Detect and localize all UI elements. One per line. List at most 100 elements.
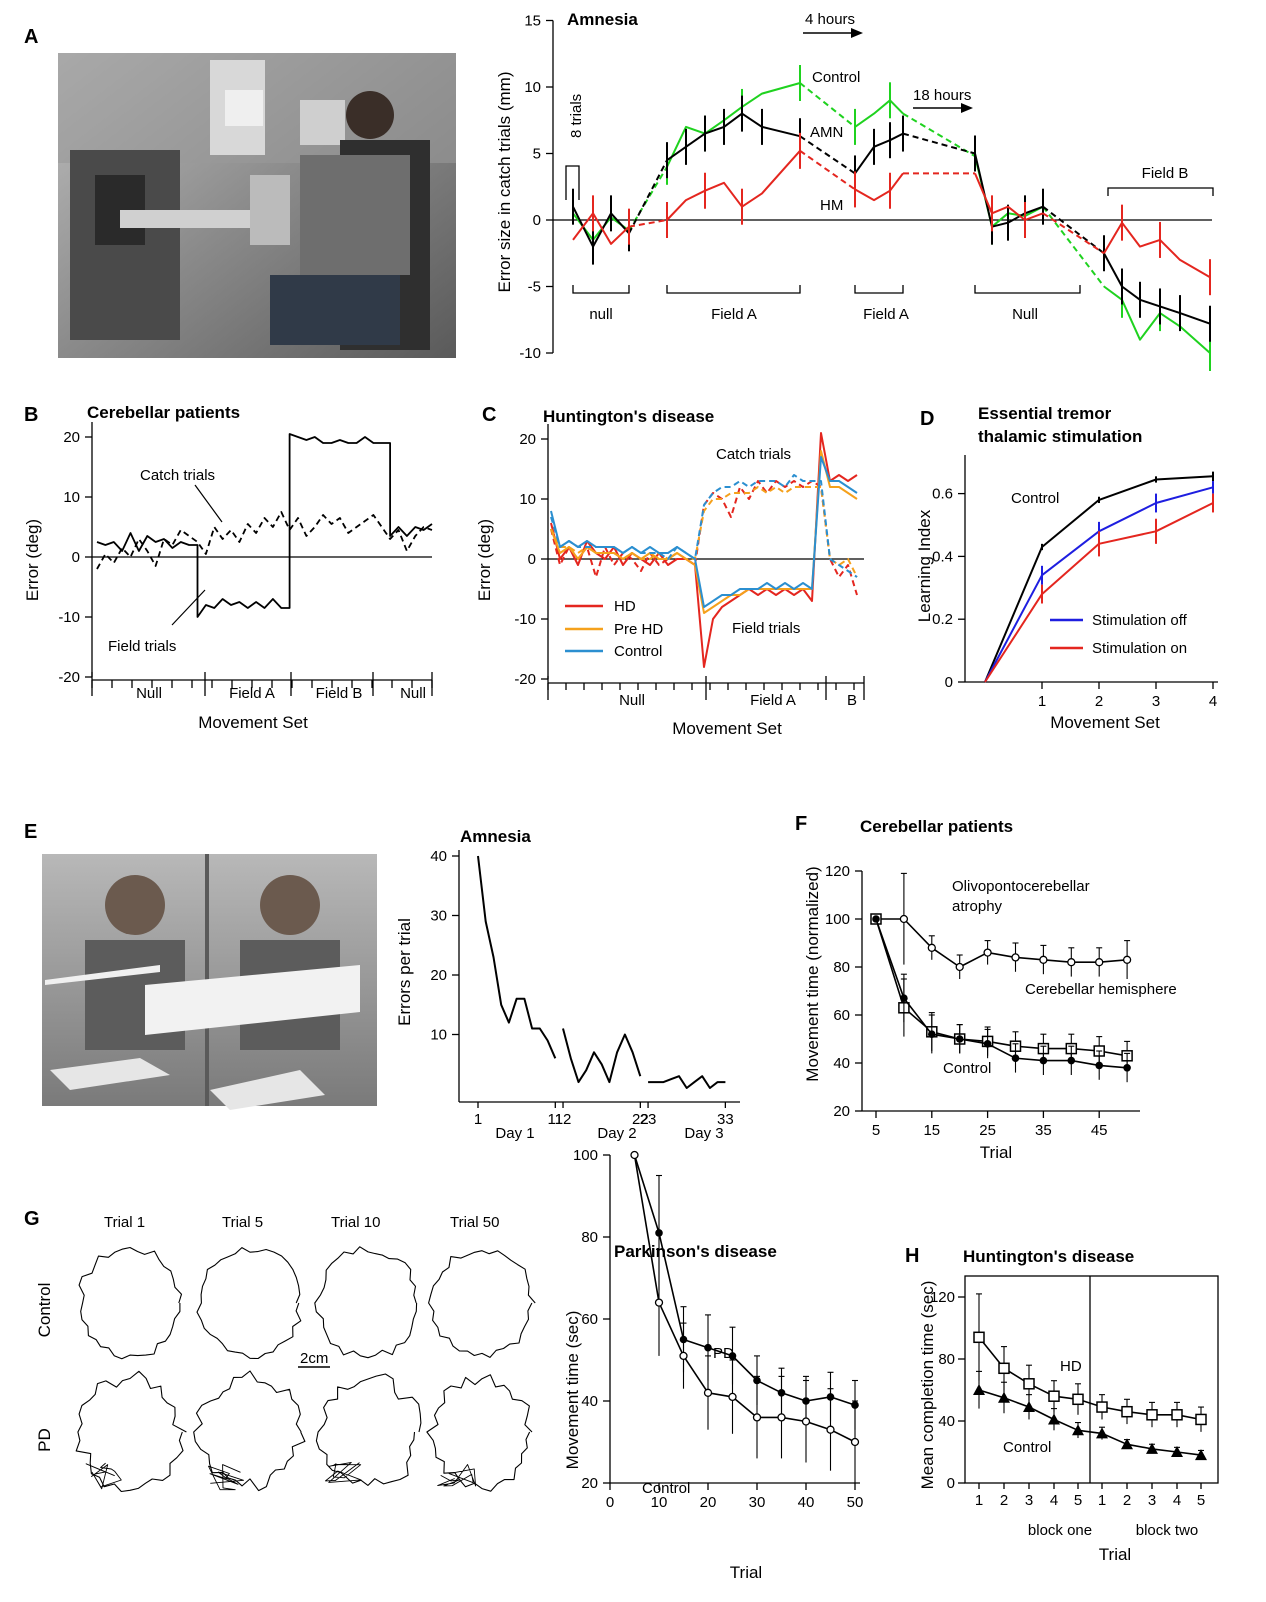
chart-h-series-1 bbox=[978, 1389, 1202, 1456]
chart-a-y-tick-label: 10 bbox=[524, 79, 541, 96]
chart-f-marker bbox=[872, 915, 880, 923]
chart-d-y-tick-label: 0.4 bbox=[932, 548, 953, 565]
chart-f-series-1 bbox=[875, 918, 1128, 1057]
chart-c-label-field: Field trials bbox=[732, 620, 800, 637]
chart-g-marker bbox=[703, 1388, 713, 1397]
drawing-tremor-5 bbox=[85, 1462, 122, 1490]
chart-f-label-hemisphere: Cerebellar hemisphere bbox=[1025, 981, 1177, 998]
legend-control-label: Control bbox=[614, 643, 662, 660]
chart-h-marker bbox=[1195, 1449, 1207, 1461]
drawing-col-trial-5: Trial 5 bbox=[222, 1214, 263, 1231]
panel-label-a: A bbox=[24, 26, 38, 48]
chart-h-marker bbox=[1121, 1405, 1133, 1418]
chart-a-series-control-segment bbox=[854, 99, 904, 128]
chart-h-block-two: block two bbox=[1136, 1522, 1199, 1539]
legend-stim-off-label: Stimulation off bbox=[1092, 612, 1188, 629]
chart-a-series-hm-segment bbox=[572, 212, 630, 245]
chart-e-day-3: Day 3 bbox=[684, 1125, 723, 1142]
chart-b-cerebellar: Cerebellar patients Error (deg) Movement… bbox=[23, 403, 433, 732]
chart-a-gap-connector bbox=[799, 82, 856, 128]
chart-f-y-tick-label: 60 bbox=[833, 1007, 850, 1024]
chart-a-gap-connector bbox=[628, 219, 668, 228]
chart-d-y-tick-label: 0 bbox=[945, 674, 953, 691]
chart-a-y-tick-label: 5 bbox=[533, 146, 541, 163]
chart-c-series-pre-hd-field bbox=[550, 450, 858, 614]
chart-e-title: Amnesia bbox=[460, 827, 531, 846]
chart-h-marker bbox=[1171, 1409, 1183, 1421]
chart-f-y-tick-label: 40 bbox=[833, 1055, 850, 1072]
drawing-col-trial-10: Trial 10 bbox=[331, 1214, 380, 1231]
chart-a-block-field-a-1: Field A bbox=[711, 306, 757, 323]
drawing-trace-8 bbox=[426, 1374, 533, 1492]
chart-b-label-catch: Catch trials bbox=[140, 467, 215, 484]
chart-a-arrowhead-4h bbox=[851, 28, 863, 38]
chart-f-marker bbox=[983, 1040, 992, 1048]
chart-f-marker bbox=[955, 1035, 964, 1043]
chart-c-label-catch: Catch trials bbox=[716, 446, 791, 463]
chart-h-y-tick-label: 0 bbox=[947, 1475, 955, 1492]
chart-h-marker bbox=[998, 1362, 1010, 1375]
chart-g-x-tick-label: 50 bbox=[847, 1494, 864, 1511]
chart-b-y-tick-label: -10 bbox=[58, 609, 80, 626]
chart-c-y-tick-label: -20 bbox=[514, 671, 536, 688]
chart-g-y-tick-label: 60 bbox=[581, 1311, 598, 1328]
chart-g-marker bbox=[826, 1425, 835, 1434]
chart-f-marker bbox=[1095, 1061, 1103, 1070]
chart-e-y-tick-label: 40 bbox=[430, 848, 447, 865]
chart-d-x-tick-label: 3 bbox=[1152, 693, 1160, 710]
chart-e-segment-day-3 bbox=[648, 1075, 726, 1089]
chart-a-block-null-2: Null bbox=[1012, 306, 1038, 323]
chart-c-xlabel: Movement Set bbox=[672, 719, 782, 738]
chart-g-marker bbox=[752, 1413, 762, 1422]
chart-h-y-tick-label: 120 bbox=[930, 1289, 955, 1306]
chart-a-block-field-b: Field B bbox=[1142, 165, 1189, 182]
chart-d-y-tick-label: 0.6 bbox=[932, 486, 953, 503]
chart-c-y-tick-label: 20 bbox=[519, 431, 536, 448]
chart-h-x-tick-label: 1 bbox=[975, 1492, 983, 1509]
chart-e-segment-day-1 bbox=[477, 855, 557, 1059]
chart-f-x-tick-label: 5 bbox=[872, 1122, 880, 1139]
chart-a-y-tick-label: -10 bbox=[519, 345, 541, 362]
chart-b-series-catch-trials bbox=[96, 511, 433, 570]
chart-h-x-tick-label: 5 bbox=[1197, 1492, 1205, 1509]
chart-f-x-tick-label: 25 bbox=[979, 1122, 996, 1139]
chart-b-block-null-1: Null bbox=[136, 685, 162, 702]
chart-g-x-tick-label: 20 bbox=[700, 1494, 717, 1511]
chart-h-label-control: Control bbox=[1003, 1439, 1051, 1456]
chart-c-y-tick-label: -10 bbox=[514, 611, 536, 628]
chart-a-bracket-trials bbox=[565, 165, 580, 200]
chart-g-marker bbox=[777, 1413, 786, 1422]
chart-h-marker bbox=[1121, 1438, 1133, 1450]
chart-h-marker bbox=[973, 1331, 985, 1344]
drawing-tremor-7 bbox=[325, 1461, 362, 1483]
chart-a-y-tick-label: 0 bbox=[533, 212, 541, 229]
chart-h-marker bbox=[973, 1384, 985, 1395]
drawing-row-control: Control bbox=[35, 1283, 54, 1338]
chart-h-title: Huntington's disease bbox=[963, 1247, 1134, 1266]
chart-e-y-tick-label: 30 bbox=[430, 908, 447, 925]
chart-f-marker bbox=[955, 962, 964, 972]
chart-g-x-tick-label: 0 bbox=[606, 1494, 614, 1511]
chart-c-huntington: Huntington's disease Error (deg) Movemen… bbox=[475, 407, 865, 738]
chart-a-gap-connector bbox=[799, 135, 856, 175]
chart-c-block-null: Null bbox=[619, 692, 645, 709]
chart-c-series-pre-hd-catch bbox=[550, 486, 858, 578]
photo-robot-manipulandum bbox=[58, 53, 456, 358]
chart-b-y-tick-label: 10 bbox=[63, 489, 80, 506]
chart-a-bracket-fieldA1 bbox=[666, 285, 801, 294]
chart-h-huntington: Huntington's disease Mean completion tim… bbox=[918, 1247, 1219, 1564]
chart-a-block-field-a-2: Field A bbox=[863, 306, 909, 323]
chart-f-marker bbox=[1067, 1056, 1076, 1065]
chart-e-ylabel: Errors per trial bbox=[395, 918, 414, 1026]
chart-e-x-tick-label: 22 bbox=[632, 1111, 649, 1128]
chart-h-marker bbox=[1023, 1401, 1035, 1413]
chart-c-legend: HD Pre HD Control bbox=[565, 598, 663, 660]
chart-a-ylabel: Error size in catch trials (mm) bbox=[495, 71, 514, 292]
panel-label-h: H bbox=[905, 1245, 919, 1267]
chart-g-marker bbox=[850, 1437, 860, 1447]
chart-e-y-tick-label: 10 bbox=[430, 1027, 447, 1044]
chart-b-ylabel: Error (deg) bbox=[23, 519, 42, 601]
drawing-trace-7 bbox=[315, 1373, 422, 1486]
chart-d-label-control: Control bbox=[1011, 490, 1059, 507]
